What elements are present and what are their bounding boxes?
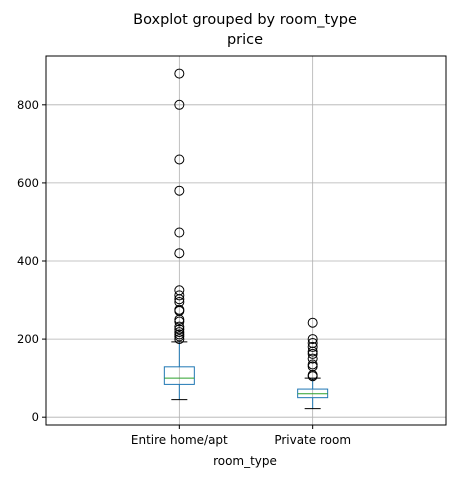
box-iqr [163, 366, 195, 385]
y-tick-label: 600 [17, 176, 39, 190]
box-layer [163, 68, 329, 410]
plot-area-frame [45, 55, 447, 426]
outlier-point [307, 348, 318, 359]
axis-ticks: 0 200 400 600 800 Entire home/apt Private room [17, 98, 351, 447]
outlier-point [174, 99, 185, 110]
y-tick-label: 800 [17, 98, 39, 112]
y-tick-label: 200 [17, 332, 39, 346]
y-tick-label: 400 [17, 254, 39, 268]
outlier-point [174, 327, 185, 338]
grid-lines [46, 56, 446, 425]
x-tick-label: Private room [274, 433, 351, 447]
x-axis-label: room_type [213, 454, 277, 468]
outlier-point [174, 294, 185, 305]
outlier-point [307, 341, 318, 352]
outlier-point [307, 317, 318, 328]
outlier-point [174, 316, 185, 327]
outlier-point [307, 334, 318, 345]
outlier-point [174, 185, 185, 196]
outlier-point [307, 371, 318, 382]
outlier-point [174, 154, 185, 165]
outlier-point [174, 227, 185, 238]
chart-suptitle: Boxplot grouped by room_type [133, 12, 357, 28]
outlier-point [174, 331, 185, 342]
chart-title: price [227, 32, 263, 48]
outlier-point [307, 346, 318, 357]
outlier-point [174, 321, 185, 332]
y-tick-label: 0 [32, 410, 39, 424]
outlier-point [307, 353, 318, 364]
outlier-point [174, 334, 185, 345]
outlier-point [174, 290, 185, 301]
x-tick-label: Entire home/apt [131, 433, 228, 447]
outlier-point [174, 68, 185, 79]
outlier-point [174, 324, 185, 335]
outlier-point [174, 248, 185, 259]
